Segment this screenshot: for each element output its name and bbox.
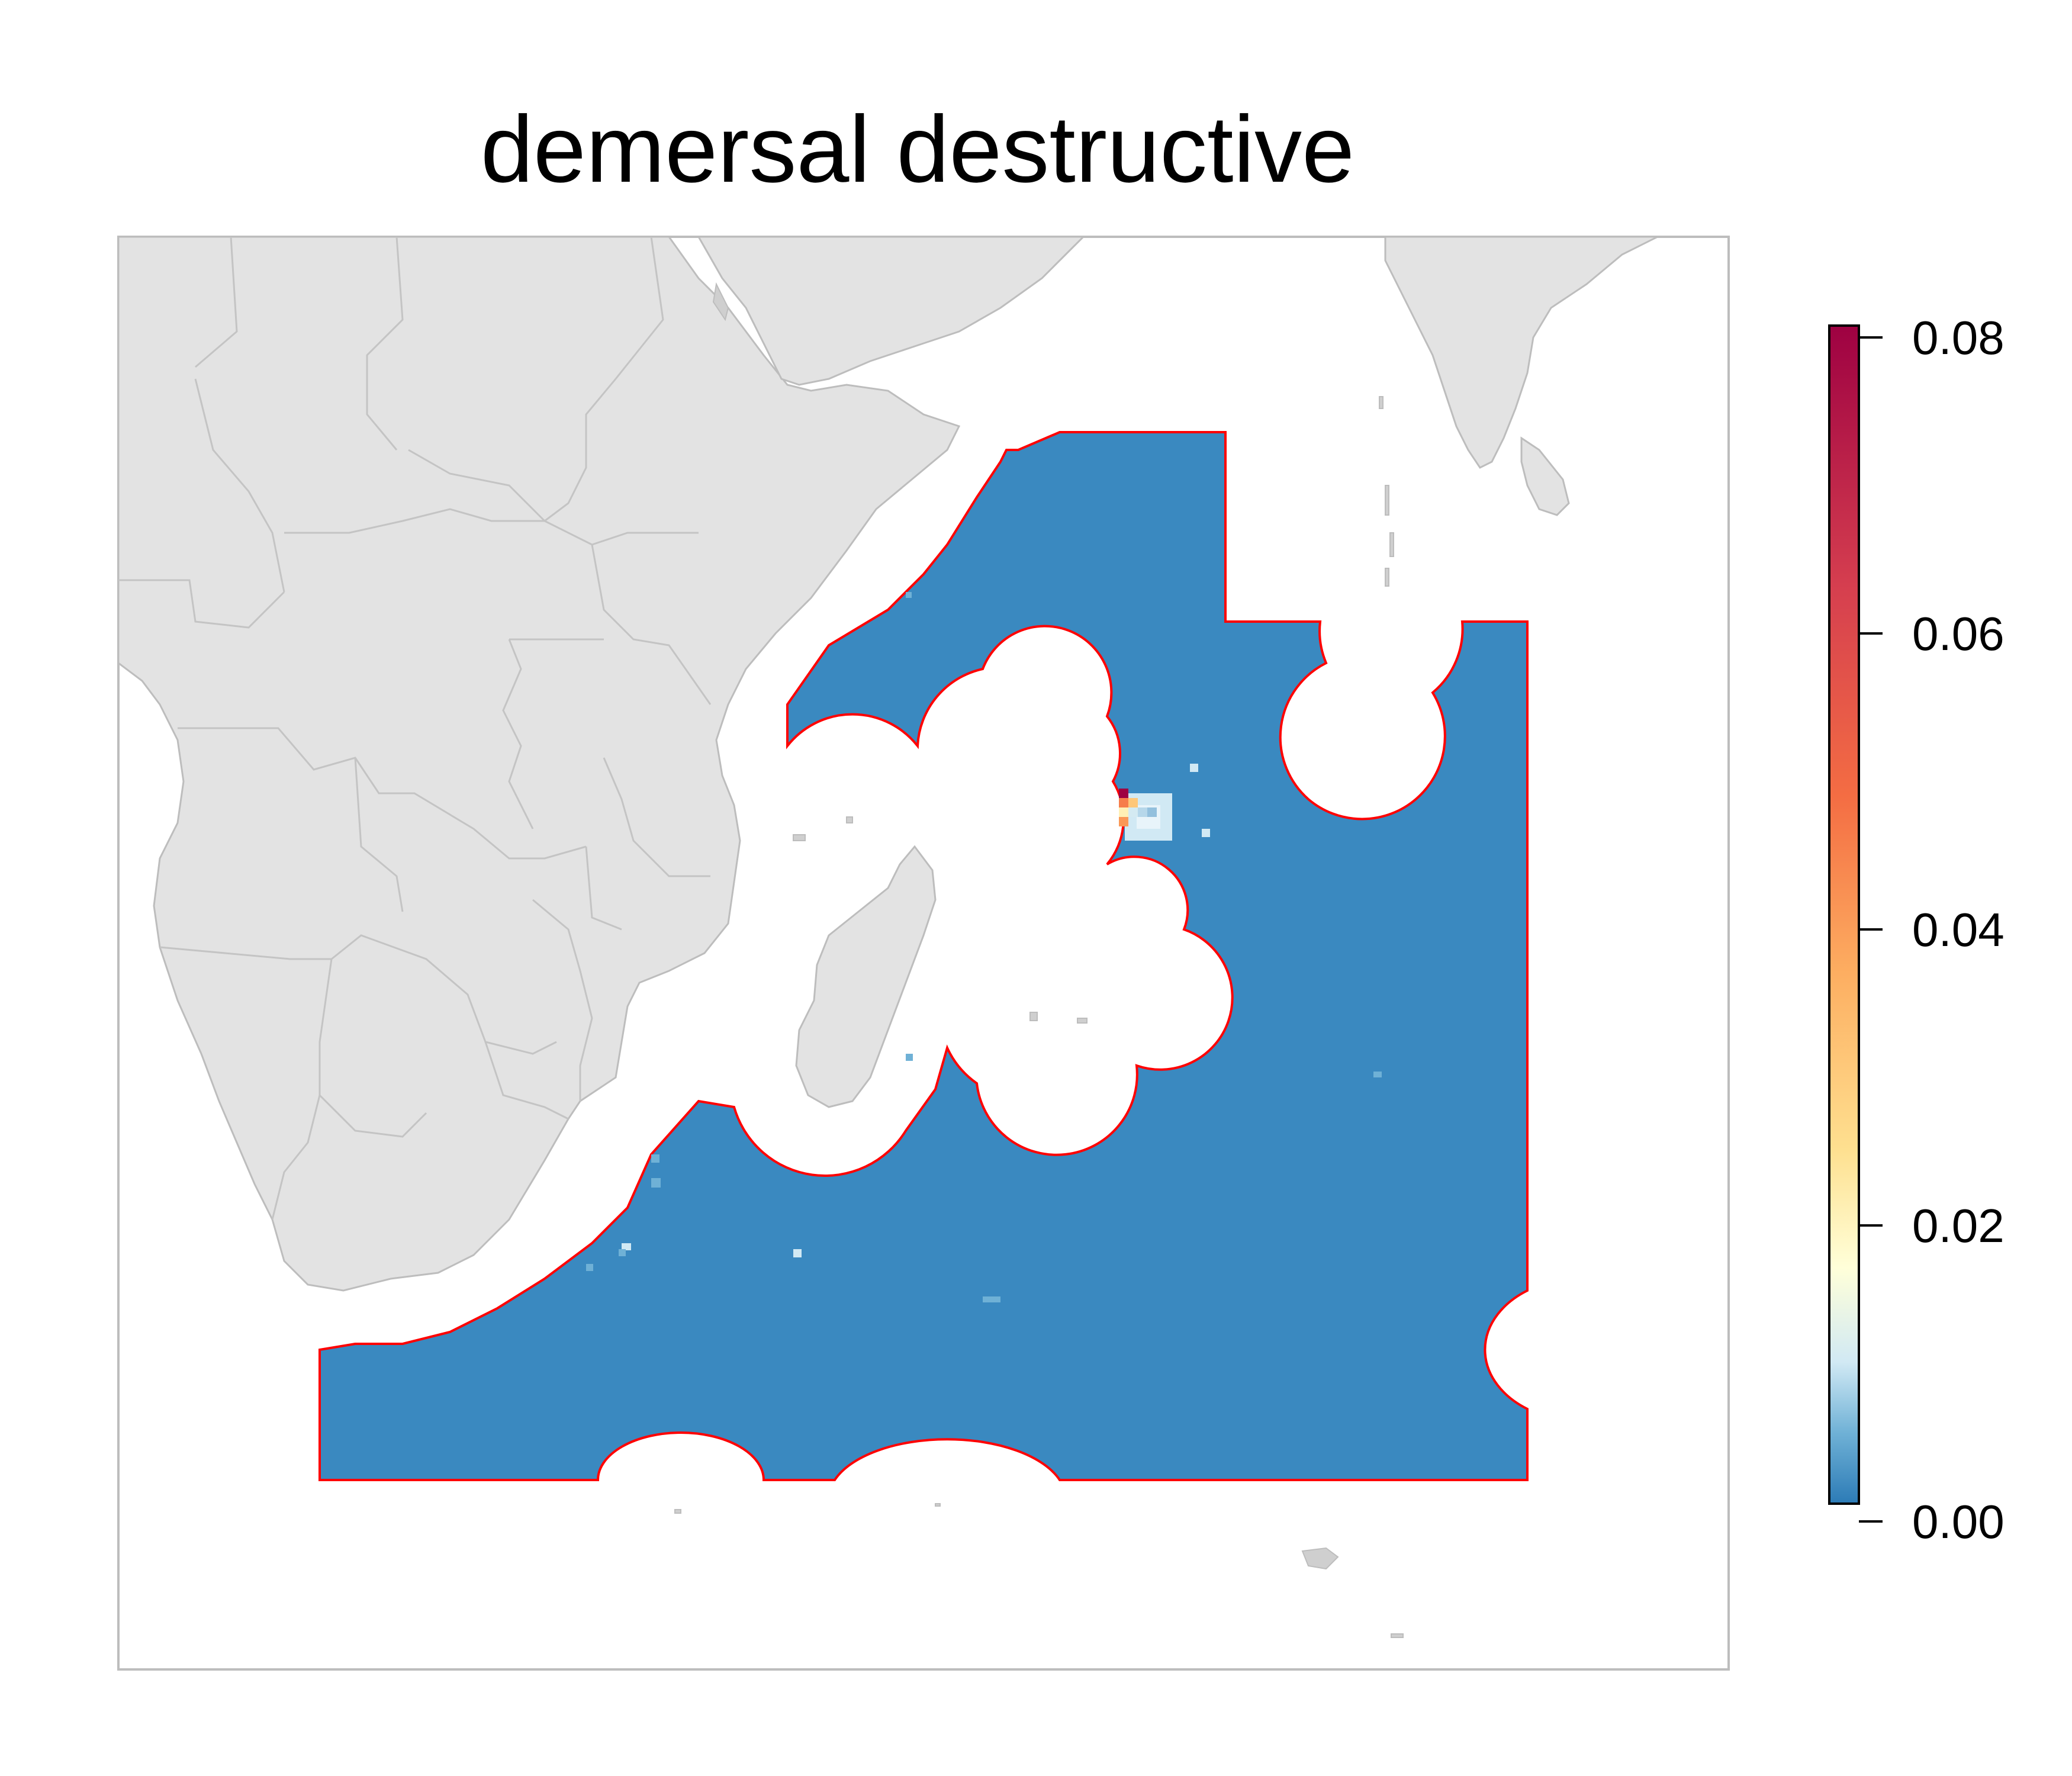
heatmap-cell bbox=[1128, 807, 1138, 817]
sri-lanka-landmass bbox=[1520, 436, 1570, 516]
small-islands bbox=[674, 282, 1404, 1638]
colorbar-tick-label: 0.04 bbox=[1912, 903, 2005, 956]
colorbar-gradient bbox=[1828, 324, 1860, 1505]
heatmap-cell bbox=[1128, 798, 1138, 807]
study-area-zone bbox=[318, 431, 1529, 1481]
heatmap-cell bbox=[1147, 807, 1157, 817]
india-landmass bbox=[1384, 237, 1658, 469]
colorbar: 0.00 0.02 0.04 0.06 0.08 bbox=[1828, 311, 2005, 1548]
low-value-cells bbox=[586, 592, 1382, 1302]
arabia-landmass bbox=[697, 237, 1085, 386]
colorbar-tick-label: 0.06 bbox=[1912, 607, 2005, 660]
colorbar-ticks: 0.00 0.02 0.04 0.06 0.08 bbox=[1859, 311, 2005, 1548]
country-borders bbox=[118, 237, 712, 1286]
heatmap-cell bbox=[1119, 789, 1128, 798]
africa-landmass bbox=[118, 237, 961, 1292]
map-title: demersal destructive bbox=[480, 96, 1355, 202]
madagascar-landmass bbox=[795, 845, 937, 1108]
colorbar-tick-label: 0.02 bbox=[1912, 1199, 2005, 1252]
heatmap-cell bbox=[1119, 798, 1128, 807]
hotspot-cluster bbox=[1119, 789, 1172, 841]
colorbar-tick-label: 0.00 bbox=[1912, 1495, 2005, 1548]
heatmap-cell bbox=[1119, 817, 1128, 826]
colorbar-tick-label: 0.08 bbox=[1912, 311, 2005, 364]
heatmap-cell bbox=[1138, 807, 1147, 817]
heatmap-cell bbox=[1119, 807, 1128, 817]
